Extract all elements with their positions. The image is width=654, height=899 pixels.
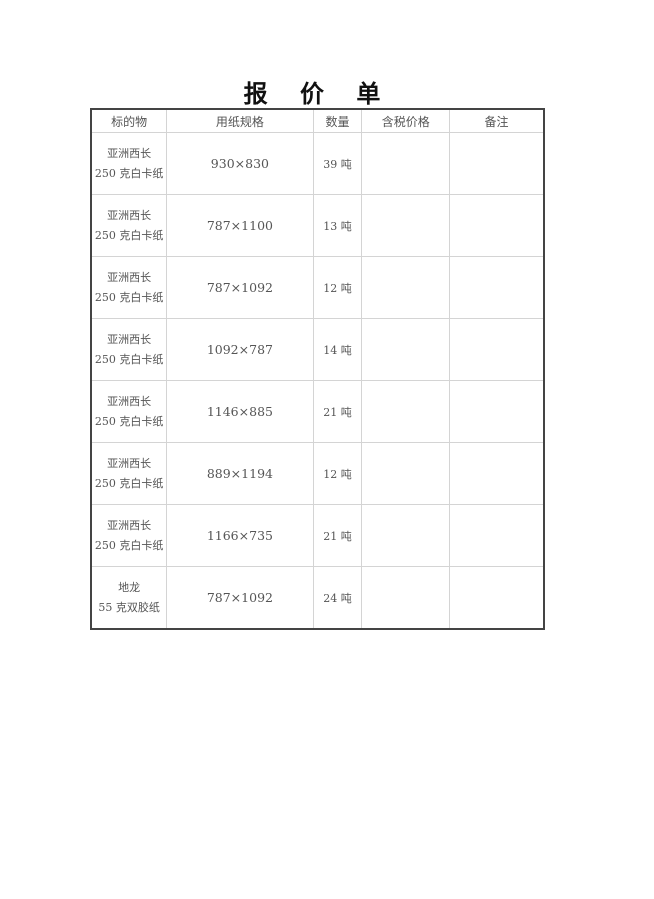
- spec-cell: 787×1100: [166, 194, 314, 257]
- spec-cell: 787×1092: [166, 566, 314, 630]
- table-row: 地龙 55 克双胶纸 787×1092 24 吨: [90, 566, 545, 630]
- spec-cell: 930×830: [166, 132, 314, 195]
- quantity-cell: 24 吨: [312, 566, 363, 630]
- spec-cell: 787×1092: [166, 256, 314, 319]
- table-row: 亚洲西长 250 克白卡纸 930×830 39 吨: [90, 132, 545, 195]
- item-cell: 亚洲西长 250 克白卡纸: [90, 318, 168, 381]
- item-line: 250 克白卡纸: [94, 414, 164, 428]
- item-line: 亚洲西长: [107, 270, 152, 284]
- document-title: 报 价 单: [243, 80, 393, 108]
- table-row: 亚洲西长 250 克白卡纸 1146×885 21 吨: [90, 380, 545, 443]
- table-row: 亚洲西长 250 克白卡纸 787×1100 13 吨: [90, 194, 545, 257]
- item-cell: 亚洲西长 250 克白卡纸: [90, 504, 168, 567]
- item-cell: 地龙 55 克双胶纸: [90, 566, 168, 630]
- item-line: 亚洲西长: [107, 456, 152, 470]
- note-cell: [448, 380, 545, 443]
- price-cell: [361, 504, 450, 567]
- item-line: 55 克双胶纸: [98, 600, 160, 614]
- price-cell: [361, 318, 450, 381]
- item-line: 亚洲西长: [107, 208, 152, 222]
- item-line: 250 克白卡纸: [94, 166, 164, 180]
- header-price: 含税价格: [361, 108, 450, 133]
- item-line: 250 克白卡纸: [94, 352, 164, 366]
- table-row: 亚洲西长 250 克白卡纸 889×1194 12 吨: [90, 442, 545, 505]
- spec-cell: 1166×735: [166, 504, 314, 567]
- item-cell: 亚洲西长 250 克白卡纸: [90, 442, 168, 505]
- item-line: 250 克白卡纸: [94, 538, 164, 552]
- table-header-row: 标的物 用纸规格 数量 含税价格 备注: [90, 108, 545, 133]
- price-cell: [361, 256, 450, 319]
- item-line: 亚洲西长: [107, 332, 152, 346]
- table-row: 亚洲西长 250 克白卡纸 787×1092 12 吨: [90, 256, 545, 319]
- quantity-cell: 39 吨: [312, 132, 363, 195]
- quantity-cell: 12 吨: [312, 442, 363, 505]
- note-cell: [448, 442, 545, 505]
- note-cell: [448, 256, 545, 319]
- table-row: 亚洲西长 250 克白卡纸 1166×735 21 吨: [90, 504, 545, 567]
- price-cell: [361, 566, 450, 630]
- header-item: 标的物: [90, 108, 168, 133]
- price-cell: [361, 442, 450, 505]
- table-row: 亚洲西长 250 克白卡纸 1092×787 14 吨: [90, 318, 545, 381]
- item-line: 地龙: [118, 580, 141, 594]
- note-cell: [448, 566, 545, 630]
- item-cell: 亚洲西长 250 克白卡纸: [90, 132, 168, 195]
- quantity-cell: 21 吨: [312, 380, 363, 443]
- item-cell: 亚洲西长 250 克白卡纸: [90, 380, 168, 443]
- item-line: 250 克白卡纸: [94, 476, 164, 490]
- price-cell: [361, 132, 450, 195]
- note-cell: [448, 504, 545, 567]
- quantity-cell: 14 吨: [312, 318, 363, 381]
- price-cell: [361, 194, 450, 257]
- item-cell: 亚洲西长 250 克白卡纸: [90, 194, 168, 257]
- item-line: 亚洲西长: [107, 394, 152, 408]
- note-cell: [448, 318, 545, 381]
- item-line: 250 克白卡纸: [94, 228, 164, 242]
- note-cell: [448, 194, 545, 257]
- spec-cell: 1092×787: [166, 318, 314, 381]
- quantity-cell: 12 吨: [312, 256, 363, 319]
- price-cell: [361, 380, 450, 443]
- item-line: 亚洲西长: [107, 518, 152, 532]
- item-line: 250 克白卡纸: [94, 290, 164, 304]
- item-cell: 亚洲西长 250 克白卡纸: [90, 256, 168, 319]
- quotation-table: 标的物 用纸规格 数量 含税价格 备注 亚洲西长 250 克白卡纸 930×830 39 吨亚…: [90, 108, 545, 630]
- quantity-cell: 13 吨: [312, 194, 363, 257]
- spec-cell: 889×1194: [166, 442, 314, 505]
- item-line: 亚洲西长: [107, 146, 152, 160]
- header-spec: 用纸规格: [166, 108, 314, 133]
- spec-cell: 1146×885: [166, 380, 314, 443]
- header-quantity: 数量: [312, 108, 363, 133]
- note-cell: [448, 132, 545, 195]
- header-note: 备注: [448, 108, 545, 133]
- quantity-cell: 21 吨: [312, 504, 363, 567]
